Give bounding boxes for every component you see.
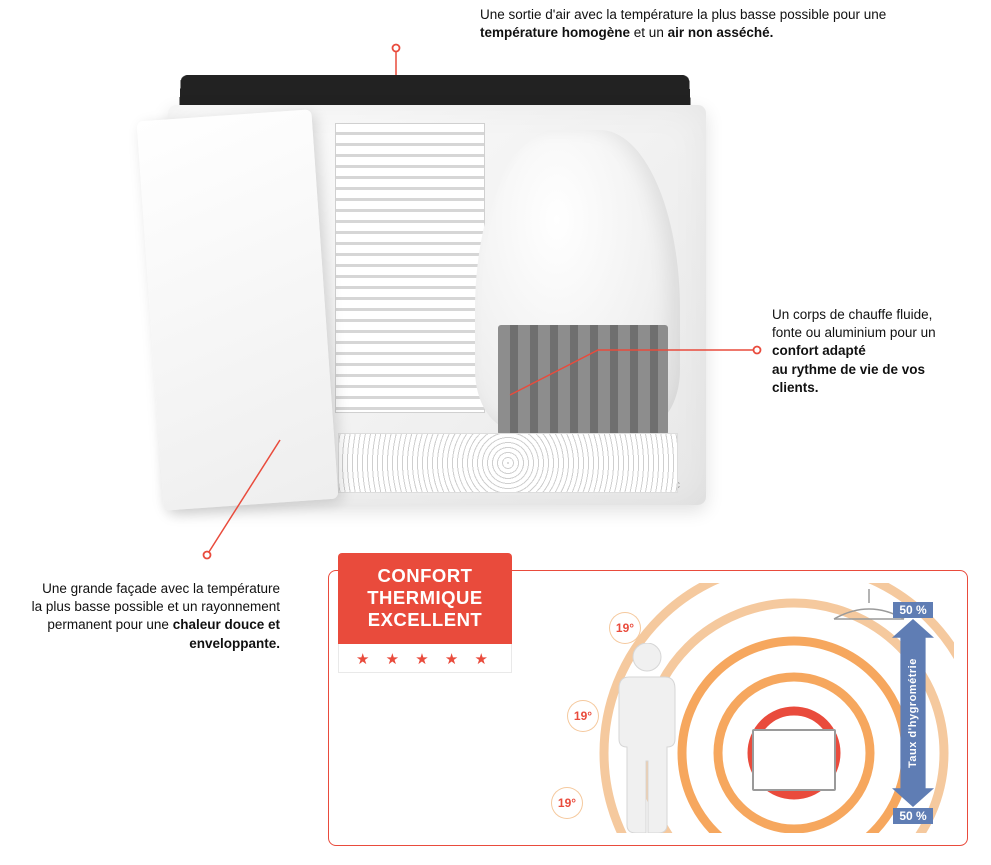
comfort-stars: ★ ★ ★ ★ ★ (338, 644, 512, 673)
temp-badge: 19° (568, 701, 598, 731)
temp-badge: 19° (552, 788, 582, 818)
temp-badge: 19° (610, 613, 640, 643)
comfort-title-l3: EXCELLENT (368, 609, 482, 630)
comfort-badge-title: CONFORT THERMIQUE EXCELLENT (338, 553, 512, 644)
humidity-bottom: 50 % (893, 808, 932, 824)
comfort-badge: CONFORT THERMIQUE EXCELLENT ★ ★ ★ ★ ★ (338, 553, 512, 673)
person-silhouette-icon (612, 643, 682, 833)
humidity-axis-label: Taux d'hygrométrie (892, 619, 934, 807)
humidity-top: 50 % (893, 602, 932, 618)
room-scene: 19° 19° 19° 50 % Taux d'hygrométrie 50 % (524, 583, 954, 833)
comfort-title-l2: THERMIQUE (367, 587, 483, 608)
callout-left-bold1: chaleur douce et enveloppante. (173, 617, 280, 650)
comfort-box: CONFORT THERMIQUE EXCELLENT ★ ★ ★ ★ ★ 19… (328, 570, 968, 846)
humidity-bar: 50 % Taux d'hygrométrie 50 % (892, 601, 934, 825)
mini-radiator-icon (752, 729, 836, 791)
pointer-left (0, 0, 991, 600)
comfort-title-l1: CONFORT (378, 565, 473, 586)
